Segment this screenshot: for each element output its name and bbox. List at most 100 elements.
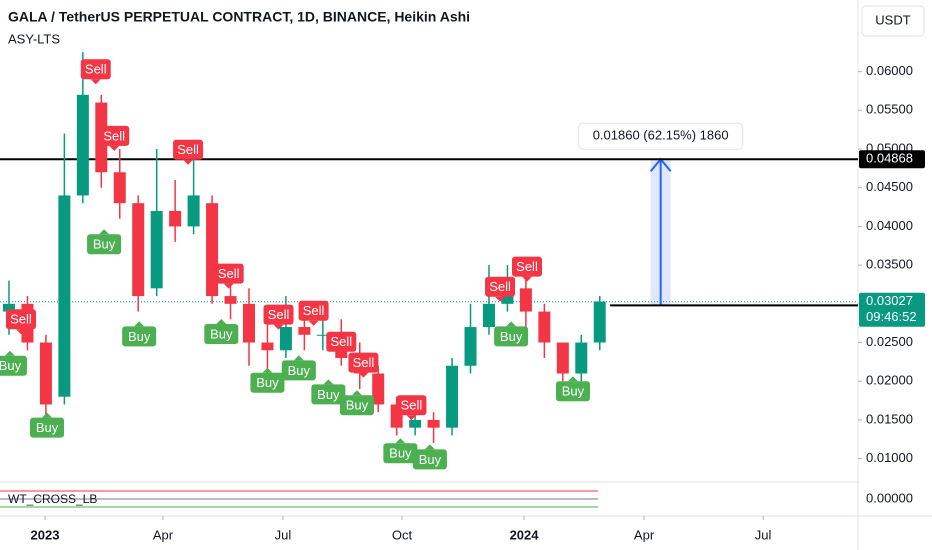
y-tick-label: 0.01500 [866,411,913,426]
signal-pointer [134,321,145,327]
x-tick-label: 2024 [510,527,540,542]
signal-pointer [183,159,194,165]
signal-label: Sell [516,259,538,274]
signal-pointer [522,276,533,282]
signal-label: Buy [389,446,412,461]
signal-pointer [90,79,101,85]
signal-pointer [273,324,284,330]
signal-label: Sell [103,128,125,143]
signal-pointer [42,412,53,418]
indicator-tick-label: 0.00000 [866,490,913,505]
signal-box [494,326,529,347]
signal-box [485,276,516,297]
candle-body [556,342,569,374]
price-level-label: 0.04868 [866,151,913,166]
signal-box [396,395,427,416]
candle-body [169,210,182,227]
candle-body [593,301,606,343]
signal-pointer [109,145,120,151]
x-tick-label: 2023 [31,527,60,542]
signal-label: Sell [489,279,511,294]
signal-box [512,256,543,277]
candle-body [187,195,200,227]
signal-label: Buy [128,329,151,344]
signal-box [5,309,36,330]
y-tick-label: 0.02500 [866,334,913,349]
candle-body [427,419,440,428]
candle-body [113,172,126,204]
candle-body [224,296,237,304]
signal-box [281,360,316,381]
candle-body [298,327,311,335]
x-tick-label: Apr [153,527,174,542]
signal-box [0,355,27,376]
price-level-badge [859,150,925,169]
signal-box [311,384,346,405]
y-tick-label: 0.02000 [866,373,913,388]
signal-label: Buy [288,363,311,378]
y-tick-label: 0.04500 [866,179,913,194]
signal-label: Buy [210,326,233,341]
signal-label: Sell [303,303,325,318]
signal-box [204,324,239,345]
candle-body [242,303,255,343]
candle-body [132,203,145,297]
signal-pointer [323,379,334,385]
last-price-badge [859,292,925,327]
signal-box [99,125,130,146]
signal-pointer [216,319,227,325]
signal-pointer [424,444,435,450]
signal-box [122,326,157,347]
signal-label: Sell [177,142,199,157]
signal-pointer [308,320,319,326]
measure-label: 0.01860 (62.15%) 1860 [593,128,729,143]
signal-box [250,372,285,393]
signal-box [383,443,418,464]
x-tick-label: Oct [392,527,413,542]
signal-box [298,300,329,321]
x-tick-label: Apr [634,527,655,542]
countdown-label: 09:46:52 [866,309,917,324]
chart-title: GALA / TetherUS PERPETUAL CONTRACT, 1D, … [8,9,470,25]
indicator-name: ASY-LTS [8,31,60,46]
signal-label: Buy [0,358,22,373]
currency-button[interactable] [861,5,925,37]
signal-box [339,395,374,416]
currency-label[interactable]: USDT [875,12,910,27]
signal-label: Sell [353,355,375,370]
signal-label: Buy [419,452,442,467]
signal-pointer [4,350,15,356]
signal-box [263,304,294,325]
signal-label: Sell [268,307,290,322]
measure-label-box [578,122,744,150]
candle-body [575,342,588,374]
signal-pointer [495,296,506,302]
signal-pointer [406,415,417,421]
signal-label: Buy [93,237,116,252]
signal-box [326,331,357,352]
signal-pointer [293,355,304,361]
candle-body [76,94,89,196]
candle-body [464,327,477,366]
candle-body [482,303,495,328]
signal-label: Buy [36,420,59,435]
candle-body [538,311,551,343]
last-price-label: 0.03027 [866,293,913,308]
candle-body [279,327,292,351]
y-tick-label: 0.06000 [866,63,913,78]
signal-box [555,381,590,402]
y-tick-label: 0.01000 [866,450,913,465]
signal-box [348,352,379,373]
x-tick-label: Jul [275,527,292,542]
signal-pointer [351,390,362,396]
candle-body [150,210,163,289]
signal-pointer [506,321,517,327]
signal-box [30,417,65,438]
signal-label: Buy [346,398,369,413]
signal-label: Sell [10,312,32,327]
signal-label: Sell [85,62,107,77]
signal-pointer [567,376,578,382]
signal-label: Buy [562,384,585,399]
x-tick-label: Jul [755,527,772,542]
